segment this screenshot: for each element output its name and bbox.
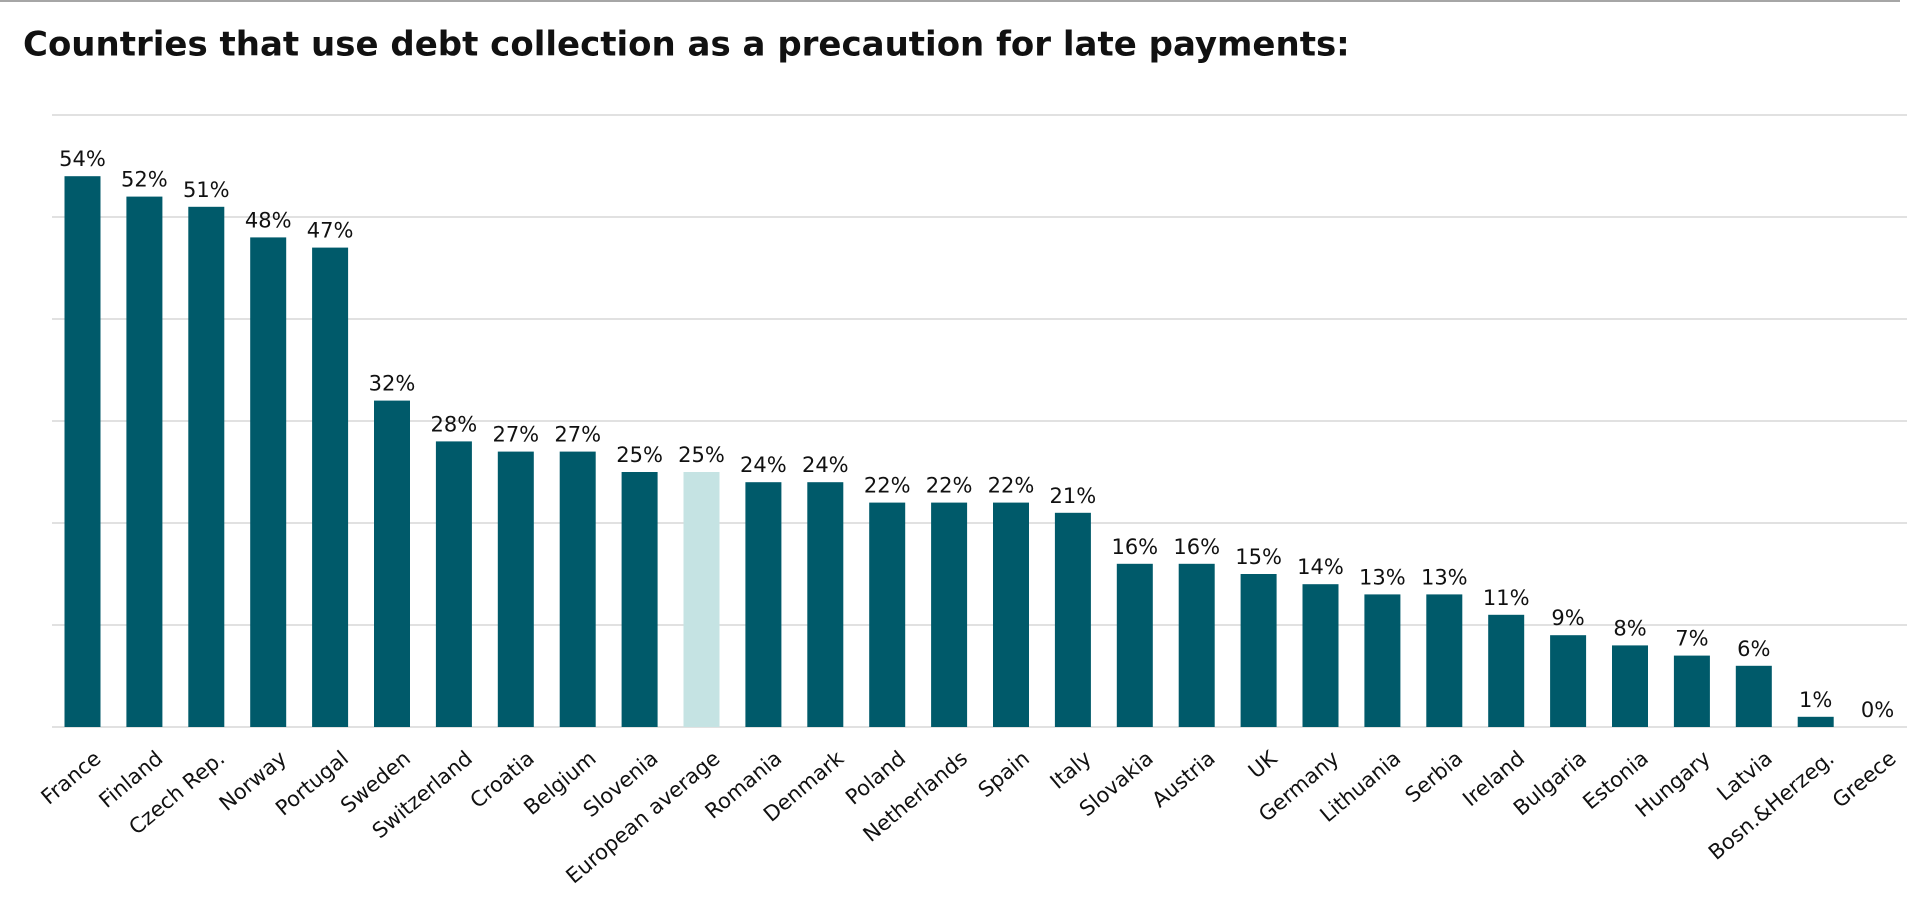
value-label: 6% [1737, 637, 1770, 661]
bar [1240, 574, 1277, 727]
value-label: 1% [1799, 688, 1832, 712]
bar [1735, 665, 1772, 727]
value-label: 21% [1050, 484, 1097, 508]
value-label: 15% [1235, 545, 1282, 569]
bar [559, 451, 596, 727]
value-label: 28% [431, 412, 478, 436]
value-label: 32% [369, 372, 416, 396]
value-label: 47% [307, 219, 354, 243]
value-label: 13% [1359, 565, 1406, 589]
x-tick-label: France [37, 746, 106, 809]
bar [1797, 716, 1834, 727]
x-tick-label: Austria [1147, 746, 1219, 812]
value-label: 22% [926, 474, 973, 498]
value-label: 24% [802, 453, 849, 477]
value-label: 54% [59, 147, 106, 171]
bar [64, 176, 101, 727]
bar [188, 206, 225, 728]
value-label: 9% [1551, 606, 1584, 630]
x-tick-label: Greece [1828, 746, 1901, 812]
bar [1178, 563, 1215, 727]
value-label: 16% [1111, 535, 1158, 559]
bar [993, 502, 1029, 727]
x-tick-label: Serbia [1401, 746, 1468, 807]
bar [1488, 614, 1525, 727]
bar [931, 502, 968, 727]
bar [126, 196, 163, 728]
bar [869, 502, 906, 727]
bar [374, 400, 410, 727]
value-label: 13% [1421, 565, 1468, 589]
value-label: 0% [1861, 698, 1894, 722]
value-label: 52% [121, 168, 168, 192]
bar [435, 441, 472, 727]
bar [621, 472, 658, 727]
bar [745, 482, 782, 727]
value-label: 11% [1483, 586, 1530, 610]
bar [497, 451, 534, 727]
bar [807, 482, 844, 727]
value-label: 22% [988, 474, 1035, 498]
chart-title: Countries that use debt collection as a … [23, 25, 1350, 65]
value-label: 24% [740, 453, 787, 477]
bar [1364, 594, 1401, 727]
value-label: 27% [554, 423, 601, 447]
x-tick-label: UK [1244, 745, 1283, 783]
value-label: 25% [678, 443, 725, 467]
bar [1612, 645, 1648, 727]
bar [1426, 594, 1463, 727]
x-tick-label: Italy [1046, 746, 1096, 794]
bar [1116, 563, 1153, 727]
value-label: 16% [1173, 535, 1220, 559]
x-tick-label: Spain [974, 746, 1034, 802]
value-label: 48% [245, 208, 292, 232]
value-label: 25% [616, 443, 663, 467]
value-label: 7% [1675, 627, 1708, 651]
bar [1550, 635, 1587, 727]
bar [1302, 584, 1339, 727]
value-label: 51% [183, 178, 230, 202]
bar [1673, 655, 1710, 727]
bar [250, 237, 287, 727]
value-label: 14% [1297, 555, 1344, 579]
bar [683, 472, 720, 727]
value-label: 27% [492, 423, 539, 447]
bar [312, 247, 349, 727]
bar [1054, 512, 1091, 727]
value-label: 22% [864, 474, 911, 498]
value-label: 8% [1613, 616, 1646, 640]
